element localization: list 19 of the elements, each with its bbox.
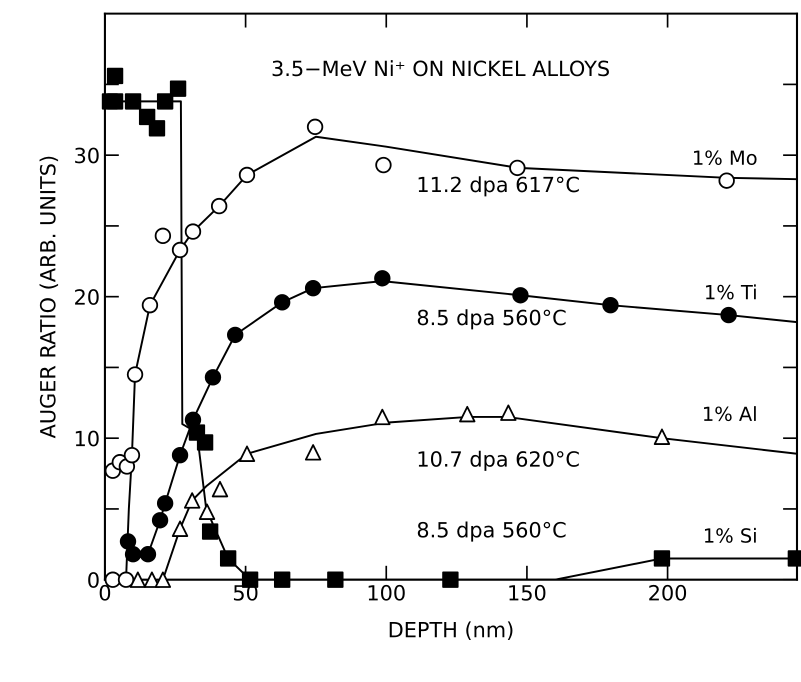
y-axis-title: AUGER RATIO (ARB. UNITS): [40, 156, 58, 438]
annotation: 8.5 dpa 560°C: [418, 522, 566, 542]
series-label: 1% Si: [704, 528, 756, 543]
y-tick-label: 0: [88, 572, 99, 588]
x-tick-label: 200: [649, 584, 686, 601]
annotation: 8.5 dpa 560°C: [418, 309, 566, 330]
annotation: 11.2 dpa 617°C: [418, 176, 579, 196]
annotation: 3.5−MeV Ni⁺ ON NICKEL ALLOYS: [272, 60, 609, 76]
legend-label: 1% Mo: [694, 150, 757, 166]
y-tick-label: 10: [76, 430, 99, 446]
x-tick-label: 150: [509, 584, 546, 601]
x-axis-title: DEPTH (nm): [390, 621, 512, 640]
y-tick-label: 30: [75, 148, 99, 164]
x-tick-label: 100: [368, 584, 405, 601]
y-tick-label: 20: [75, 289, 99, 305]
legend-label: 1% Ti: [706, 284, 756, 300]
text: 1% Al: [704, 406, 756, 422]
annotation: 10.7 dpa 620°C: [418, 450, 579, 471]
x-tick-label: 0: [100, 584, 110, 601]
